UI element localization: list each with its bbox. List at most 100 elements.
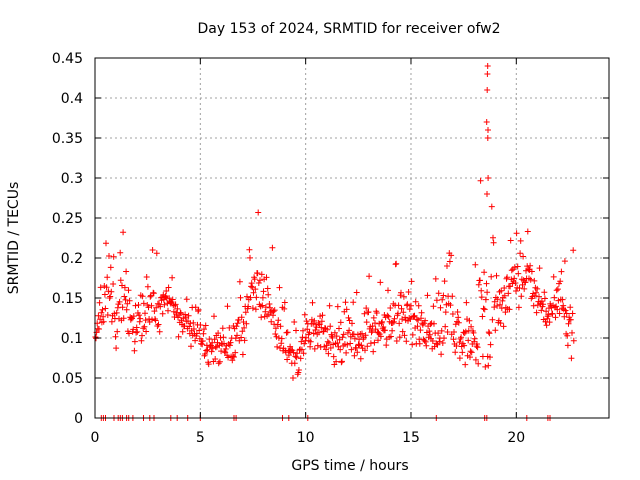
data-point [349,320,355,327]
data-point [300,327,306,334]
data-point [494,296,501,303]
data-point [403,338,410,345]
data-point [121,293,128,300]
data-point [450,336,457,343]
data-point [267,309,274,316]
data-point [309,299,316,306]
data-point [311,317,318,324]
data-point [423,342,430,349]
data-point [116,298,123,305]
data-point [199,338,206,344]
data-point [475,281,482,288]
data-point [357,355,364,362]
data-point [152,316,158,322]
data-point [262,308,269,315]
data-point [551,294,558,301]
data-point [541,289,548,296]
data-point [477,177,484,184]
x-axis-label: GPS time / hours [291,458,408,474]
data-point [564,332,571,339]
data-point [467,354,473,361]
data-point [212,356,219,362]
data-point [249,305,256,312]
data-point [466,317,473,324]
data-point [123,268,130,275]
tick-labels: 0 0.05 0.1 0.15 0.2 0.25 0.3 0.35 0.4 0.45 0 5 10 15 2… [52,51,525,446]
data-point [290,349,297,356]
data-point [284,356,291,363]
data-point [229,357,236,364]
data-point [112,333,119,340]
data-point [132,302,139,309]
data-point [153,250,160,257]
data-point [248,280,255,287]
data-point [364,343,371,350]
data-point [200,330,207,337]
data-point [353,344,360,351]
data-point [449,311,456,317]
data-point [554,286,561,293]
data-point [465,337,472,344]
data-point [398,289,404,296]
data-point [215,360,222,367]
data-point [568,355,575,362]
data-point [475,360,482,367]
data-point [142,317,149,324]
data-point [417,327,424,334]
data-point [307,343,314,350]
data-point [215,330,222,337]
data-point [387,305,394,311]
data-point [557,278,564,285]
data-point [275,335,282,341]
data-point [114,328,121,335]
data-point [505,290,512,297]
data-point [426,328,433,335]
data-point [554,306,561,313]
data-point [560,302,567,309]
data-point [239,328,246,335]
data-point [483,119,490,125]
data-point [100,313,107,320]
data-point [334,340,341,346]
data-point [534,285,541,292]
data-point [183,296,190,303]
data-point [140,325,147,332]
data-point [152,317,159,324]
data-point [153,304,160,311]
data-point [346,327,353,334]
data-point [259,294,266,301]
data-point [408,278,415,285]
data-point [238,314,245,321]
data-point [500,323,507,330]
data-point [456,339,463,346]
y-tick-label: 0.45 [52,51,83,67]
data-point [485,362,492,369]
data-point [393,260,400,267]
data-point [139,332,145,339]
data-point [340,331,347,338]
data-point [165,284,172,291]
data-point [418,309,425,316]
data-point [323,346,329,353]
data-point [556,310,563,317]
data-point [497,320,504,327]
data-point [478,294,485,301]
data-point [478,287,485,294]
data-point [435,330,442,337]
data-point [190,319,197,326]
data-point [470,329,477,336]
data-point [241,324,248,331]
chart-title: Day 153 of 2024, SRMTID for receiver ofw… [197,21,500,37]
data-point [404,301,411,308]
data-point [291,360,298,367]
data-point [105,288,112,295]
data-point [559,296,566,303]
data-point [277,323,284,330]
data-point [110,253,117,260]
data-point [201,326,207,333]
data-point [355,341,362,348]
data-point [265,291,272,298]
data-point [370,348,377,355]
data-point [482,363,489,370]
data-point [188,343,194,350]
